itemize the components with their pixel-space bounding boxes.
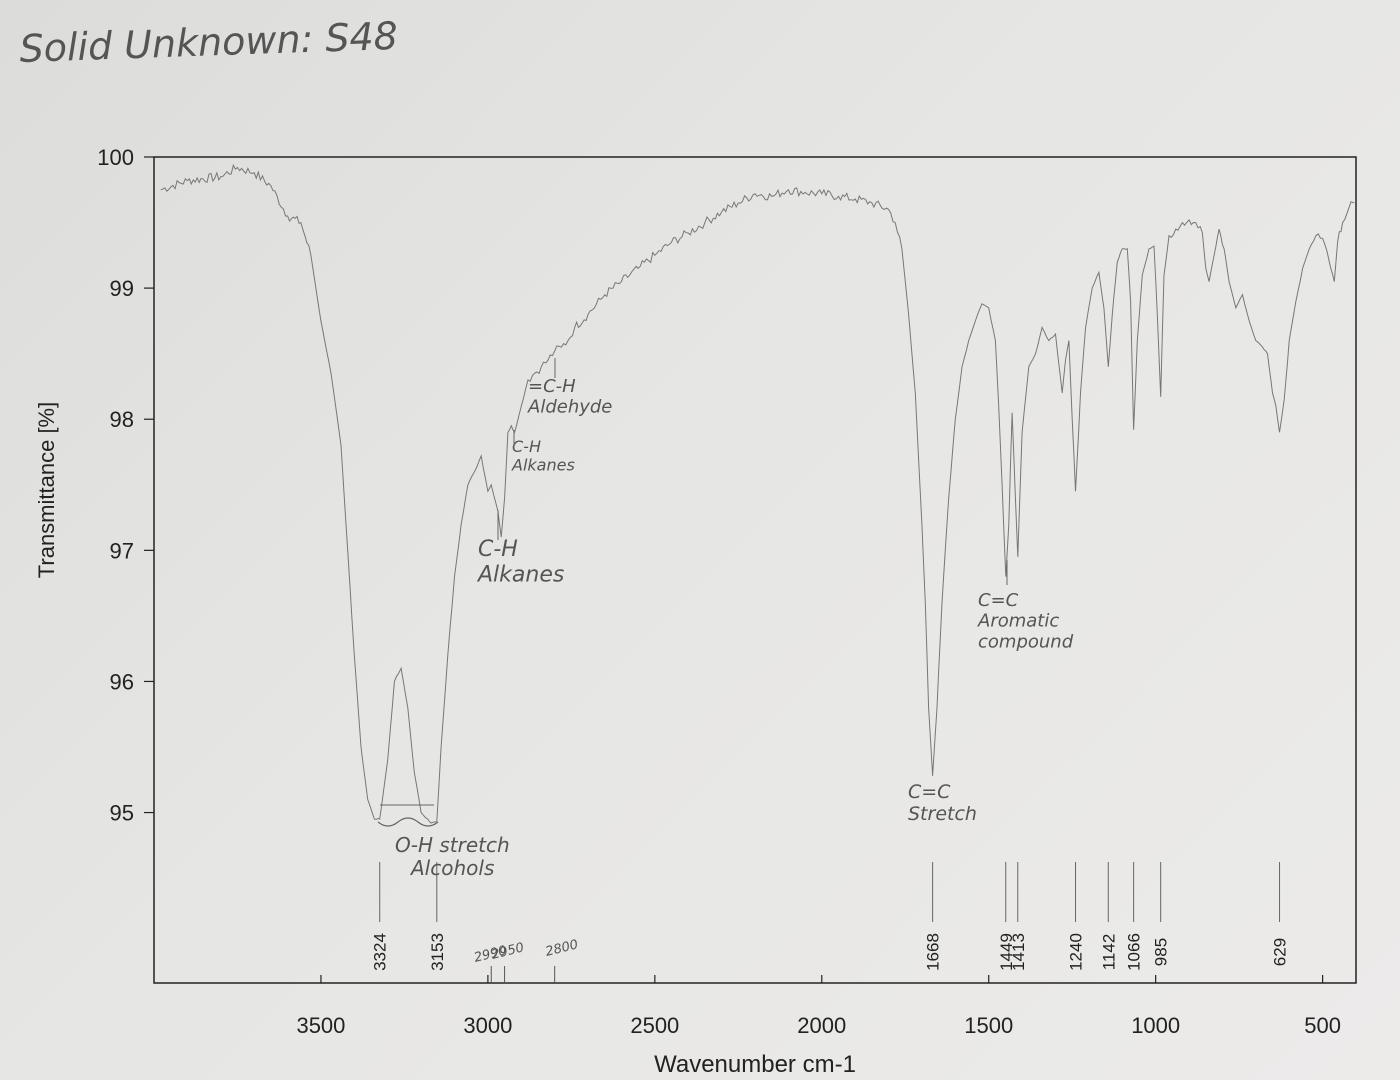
- annotation-line: C-H: [512, 437, 541, 456]
- plot-frame: [153, 156, 1357, 984]
- y-axis-label: Transmittance [%]: [34, 402, 59, 578]
- annotation-line: =C-H: [528, 376, 576, 397]
- annotation-text: C-H Alkanes: [511, 437, 575, 474]
- series-line: [160, 163, 1355, 824]
- y-axis-ticks: 95 96 97 98 99 100: [97, 145, 154, 826]
- annotation-line: Alkanes: [511, 455, 575, 474]
- peak-marker-label: 3324: [371, 933, 390, 971]
- annotation-line: Alcohols: [409, 856, 494, 880]
- x-tick-label: 2000: [797, 1013, 846, 1038]
- annotation-line: C-H: [478, 537, 518, 562]
- annotation-line: Stretch: [908, 803, 977, 825]
- annotation-text: C=C Stretch: [908, 781, 977, 825]
- peak-marker-label: 1142: [1099, 934, 1118, 971]
- x-axis-ticks: 3500 3000 2500 2000 1500 1000 500: [296, 975, 1341, 1038]
- peak-marker-label: 1413: [1009, 933, 1028, 971]
- plot-area: 3500 3000 2500 2000 1500 1000 500 95 96 97 98 99 10…: [97, 145, 1357, 1038]
- y-tick-label: 99: [110, 276, 134, 301]
- peak-marker-label: 629: [1271, 938, 1290, 966]
- annotation-line: Alkanes: [476, 562, 564, 587]
- peak-marker-label: 985: [1152, 938, 1171, 966]
- annotation-text: =C-H Aldehyde: [527, 376, 612, 418]
- annotation-line: Aromatic: [977, 611, 1059, 632]
- annotation-line: C=C: [908, 781, 951, 803]
- peak-marker-label: 1066: [1125, 933, 1144, 971]
- x-tick-label: 3500: [296, 1013, 345, 1038]
- y-tick-label: 100: [97, 145, 134, 170]
- annotation-line: Aldehyde: [527, 397, 612, 418]
- x-tick-label: 1500: [964, 1013, 1013, 1038]
- annotation-line: O-H stretch: [395, 833, 510, 857]
- x-tick-label: 500: [1304, 1013, 1341, 1038]
- annotation-brace: [377, 817, 439, 827]
- annotation-text: C-H Alkanes: [476, 537, 564, 587]
- y-tick-label: 97: [110, 538, 134, 563]
- x-axis-label: Wavenumber cm-1: [654, 1051, 856, 1078]
- y-tick-label: 95: [110, 801, 134, 826]
- peak-marker-label: 1668: [924, 933, 943, 971]
- peak-marker-label: 1449: [997, 933, 1016, 971]
- x-tick-label: 3000: [463, 1013, 512, 1038]
- peak-marker-label: 1240: [1067, 933, 1086, 971]
- annotation-line: C=C: [978, 590, 1019, 611]
- annotation-line: compound: [978, 631, 1074, 652]
- handwritten-marker-label: 2950: [490, 940, 526, 963]
- y-tick-label: 96: [110, 669, 134, 694]
- x-tick-label: 1000: [1131, 1013, 1180, 1038]
- annotation-text: O-H stretch Alcohols: [395, 833, 510, 880]
- x-tick-label: 2500: [630, 1013, 679, 1038]
- peak-marker-label: 3153: [428, 933, 447, 971]
- handwritten-marker-label: 2800: [544, 937, 580, 960]
- y-tick-label: 98: [110, 407, 134, 432]
- annotation-text: C=C Aromatic compound: [977, 590, 1074, 652]
- handwritten-heading: Solid Unknown: S48: [19, 14, 399, 71]
